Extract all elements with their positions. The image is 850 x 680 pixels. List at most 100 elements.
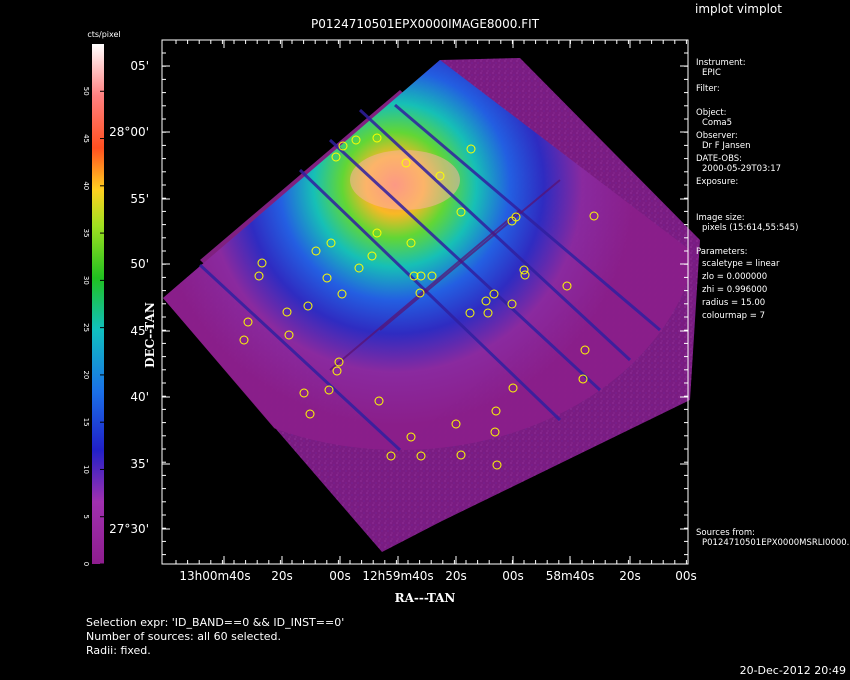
circle-marker-icon <box>372 228 382 238</box>
info-sources-label: Sources from: <box>696 528 755 538</box>
circle-marker-icon <box>562 281 572 291</box>
colorbar-tick-label: 10 <box>82 465 90 474</box>
source-count: Number of sources: all 60 selected. <box>86 630 282 643</box>
info-instrument-label: Instrument: <box>696 58 746 68</box>
circle-marker-icon <box>492 460 502 470</box>
info-panel: Instrument: EPIC Filter: Object: Coma5 O… <box>696 58 846 321</box>
circle-marker-icon <box>491 406 501 416</box>
sky-image <box>163 58 700 552</box>
colorbar-tick-label: 0 <box>82 562 90 566</box>
info-param-colourmap: colourmap = 7 <box>702 311 765 321</box>
y-tick-label: 45' <box>130 324 149 338</box>
circle-marker-icon <box>326 238 336 248</box>
circle-marker-icon <box>508 383 518 393</box>
info-date-label: DATE-OBS: <box>696 154 743 164</box>
info-param-zhi: zhi = 0.996000 <box>702 285 768 295</box>
info-imagesize-value: pixels (15:614,55:545) <box>702 223 799 233</box>
circle-marker-icon <box>243 317 253 327</box>
circle-marker-icon <box>324 385 334 395</box>
circle-marker-icon <box>374 396 384 406</box>
y-tick-label: 28°00' <box>109 125 149 139</box>
circle-marker-icon <box>337 289 347 299</box>
y-tick-label: 50' <box>130 257 149 271</box>
circle-marker-icon <box>427 271 437 281</box>
info-date-value: 2000-05-29T03:17 <box>702 164 782 174</box>
x-tick-label: 00s <box>502 569 524 583</box>
y-tick-label: 40' <box>130 390 149 404</box>
circle-marker-icon <box>466 144 476 154</box>
info-object-label: Object: <box>696 108 727 118</box>
circle-marker-icon <box>416 451 426 461</box>
colorbar-tick-label: 35 <box>82 229 90 238</box>
circle-marker-icon <box>257 258 267 268</box>
info-exposure-label: Exposure: <box>696 177 739 187</box>
colorbar-tick-label: 50 <box>82 87 90 96</box>
circle-marker-icon <box>322 273 332 283</box>
x-tick-label: 12h59m40s <box>362 569 434 583</box>
info-param-zlo: zlo = 0.000000 <box>702 272 768 282</box>
colorbar-tick-label: 40 <box>82 181 90 190</box>
circle-marker-icon <box>406 238 416 248</box>
circle-marker-icon <box>507 299 517 309</box>
y-tick-label: 05' <box>130 59 149 73</box>
image-title: P0124710501EPX0000IMAGE8000.FIT <box>310 17 540 31</box>
circle-marker-icon <box>451 419 461 429</box>
x-tick-label: 00s <box>329 569 351 583</box>
info-param-radius: radius = 15.00 <box>702 298 766 308</box>
circle-marker-icon <box>282 307 292 317</box>
y-tick-label: 55' <box>130 192 149 206</box>
info-object-value: Coma5 <box>702 118 733 128</box>
circle-marker-icon <box>409 271 419 281</box>
circle-marker-icon <box>351 135 361 145</box>
circle-marker-icon <box>386 451 396 461</box>
circle-marker-icon <box>416 271 426 281</box>
circle-marker-icon <box>299 388 309 398</box>
colorbar-ticks: 0 5 10 15 20 25 30 35 40 45 50 <box>82 87 104 566</box>
selection-expression: Selection expr: 'ID_BAND==0 && ID_INST==… <box>86 616 345 629</box>
x-tick-label: 20s <box>271 569 293 583</box>
circle-marker-icon <box>465 308 475 318</box>
colorbar-unit-label: cts/pixel <box>87 30 120 39</box>
circle-marker-icon <box>589 211 599 221</box>
colorbar-tick-label: 20 <box>82 370 90 379</box>
circle-marker-icon <box>580 345 590 355</box>
circle-marker-icon <box>415 288 425 298</box>
circle-marker-icon <box>311 246 321 256</box>
y-tick-label: 27°30' <box>109 522 149 536</box>
info-imagesize-label: Image size: <box>696 213 745 223</box>
info-filter-label: Filter: <box>696 84 720 94</box>
circle-marker-icon <box>284 330 294 340</box>
x-tick-label: 13h00m40s <box>179 569 251 583</box>
colorbar <box>92 44 104 564</box>
circle-marker-icon <box>507 216 517 226</box>
circle-marker-icon <box>303 301 313 311</box>
y-axis-ticks <box>162 52 688 556</box>
circle-marker-icon <box>483 308 493 318</box>
circle-marker-icon <box>481 296 491 306</box>
info-instrument-value: EPIC <box>702 68 721 78</box>
info-sources-value: P0124710501EPX0000MSRLI0000.F <box>702 538 850 548</box>
circle-marker-icon <box>489 289 499 299</box>
circle-marker-icon <box>338 141 348 151</box>
colorbar-tick-label: 15 <box>82 418 90 427</box>
info-param-scaletype: scaletype = linear <box>702 259 780 269</box>
colorbar-tick-label: 45 <box>82 134 90 143</box>
circle-marker-icon <box>332 366 342 376</box>
circle-marker-icon <box>456 450 466 460</box>
circle-marker-icon <box>490 427 500 437</box>
circle-marker-icon <box>519 265 529 275</box>
x-tick-label: 20s <box>619 569 641 583</box>
circle-marker-icon <box>406 432 416 442</box>
sources-from-panel: Sources from: P0124710501EPX0000MSRLI000… <box>696 528 850 548</box>
colorbar-tick-label: 5 <box>82 514 90 518</box>
x-tick-label: 00s <box>675 569 697 583</box>
circle-marker-icon <box>331 152 341 162</box>
info-parameters-label: Parameters: <box>696 247 748 257</box>
circle-marker-icon <box>456 207 466 217</box>
timestamp: 20-Dec-2012 20:49 <box>739 664 846 677</box>
circle-marker-icon <box>578 374 588 384</box>
circle-marker-icon <box>520 270 530 280</box>
circle-marker-icon <box>334 357 344 367</box>
circle-marker-icon <box>239 335 249 345</box>
